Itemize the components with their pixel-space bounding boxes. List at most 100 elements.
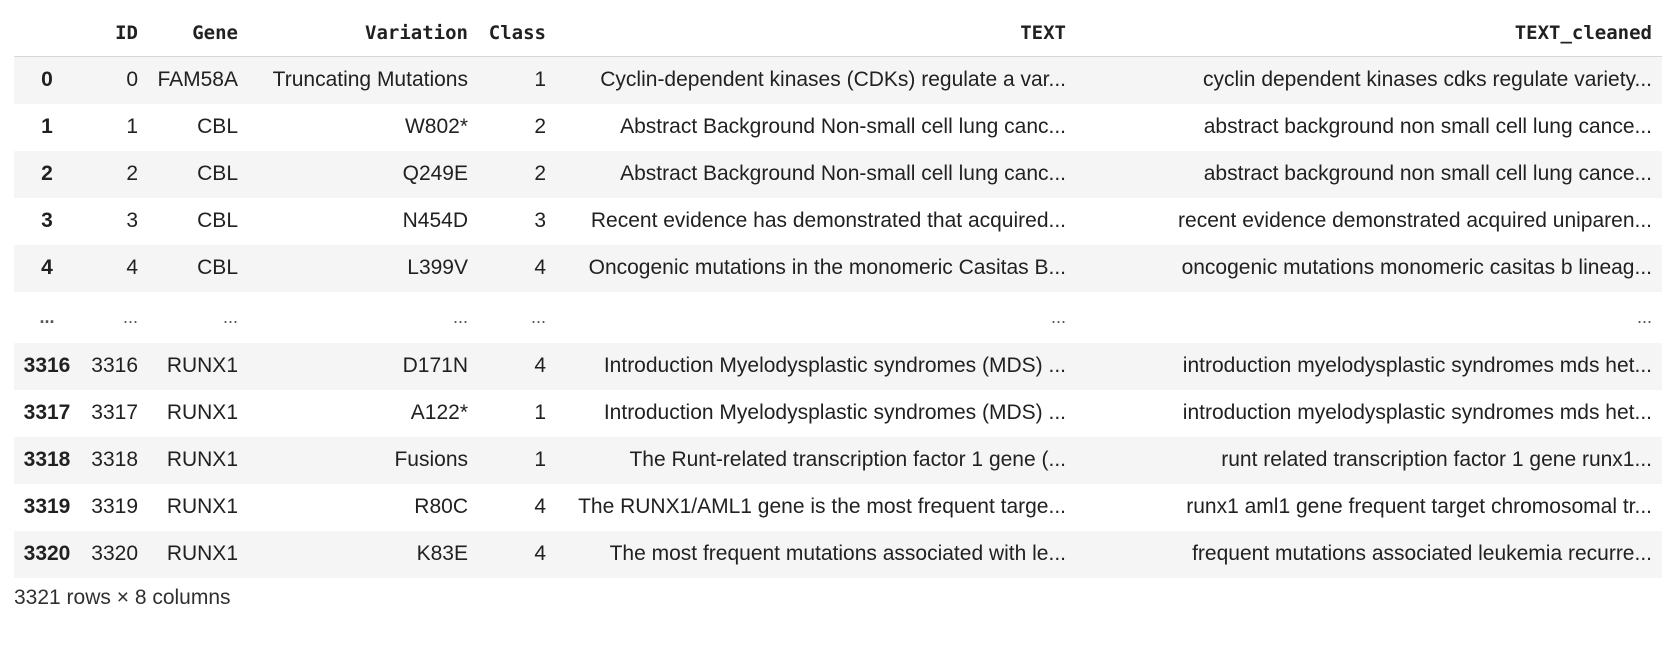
cell-text-cleaned: abstract background non small cell lung … (1203, 115, 1652, 138)
cell-id: 0 (126, 68, 138, 92)
cell-text-cleaned: introduction myelodysplastic syndromes m… (1182, 401, 1652, 424)
cell-variation: Truncating Mutations (272, 68, 468, 92)
cell-id: 3 (126, 209, 138, 232)
cell-text-cleaned: cyclin dependent kinases cdks regulate v… (1202, 68, 1652, 92)
table-row: ..................... (14, 292, 1662, 343)
cell-gene: FAM58A (157, 68, 238, 92)
cell-gene: RUNX1 (166, 495, 238, 518)
cell-text: The RUNX1/AML1 gene is the most frequent… (578, 495, 1066, 518)
cell-variation: L399V (407, 256, 468, 279)
row-index: 3320 (23, 542, 71, 565)
column-header-gene: Gene (148, 10, 248, 57)
cell-variation: K83E (416, 542, 468, 565)
cell-variation: ... (452, 306, 468, 327)
cell-class: 4 (534, 354, 546, 377)
cell-text: Recent evidence has demonstrated that ac… (590, 209, 1066, 232)
cell-gene: RUNX1 (166, 401, 238, 424)
cell-class: 4 (534, 542, 546, 565)
column-header-index (14, 10, 80, 57)
cell-gene: CBL (197, 256, 238, 279)
cell-text: The most frequent mutations associated w… (609, 542, 1066, 565)
cell-gene: CBL (197, 115, 238, 138)
row-index: 0 (41, 68, 53, 92)
column-header-text-cleaned: TEXT_cleaned (1076, 10, 1662, 57)
row-index: 3318 (23, 448, 71, 471)
cell-id: 3320 (91, 542, 138, 565)
cell-id: 3316 (91, 354, 138, 377)
cell-gene: RUNX1 (166, 542, 238, 565)
cell-text-cleaned: runx1 aml1 gene frequent target chromoso… (1186, 495, 1652, 518)
cell-class: ... (530, 306, 546, 327)
cell-text-cleaned: oncogenic mutations monomeric casitas b … (1181, 256, 1652, 279)
cell-variation: A122* (410, 401, 468, 424)
column-header-variation: Variation (248, 10, 478, 57)
row-index: 1 (41, 115, 53, 138)
cell-variation: Q249E (402, 162, 468, 185)
table-row: 3 3 CBL N454D 3 Recent evidence has demonstra… (14, 198, 1662, 245)
cell-class: 1 (534, 448, 546, 471)
table-summary: 3321 rows × 8 columns (14, 586, 231, 609)
table-row: 3318 3318 RUNX1 Fusions 1 The Runt-related tr… (14, 436, 1662, 484)
row-index: 4 (41, 256, 53, 279)
cell-text-cleaned: ... (1636, 306, 1652, 327)
table-row: 0 0 FAM58A Truncating Mutations 1 Cyclin-depe… (14, 56, 1662, 104)
cell-id: 3317 (91, 401, 138, 424)
table-row: 4 4 CBL L399V 4 Oncogenic mutations in the mo… (14, 244, 1662, 292)
cell-id: ... (122, 306, 138, 327)
cell-text: Abstract Background Non-small cell lung … (620, 115, 1066, 138)
table-row: 3319 3319 RUNX1 R80C 4 The RUNX1/AML1 gene is… (14, 484, 1662, 531)
cell-class: 2 (534, 115, 546, 138)
cell-gene: CBL (197, 162, 238, 185)
cell-variation: W802* (404, 115, 468, 138)
cell-class: 1 (534, 68, 546, 92)
row-index: 2 (41, 162, 53, 185)
column-header-class: Class (478, 10, 556, 57)
cell-text: Abstract Background Non-small cell lung … (620, 162, 1066, 185)
cell-variation: R80C (414, 495, 468, 518)
table-row: 2 2 CBL Q249E 2 Abstract Background Non-small… (14, 150, 1662, 198)
cell-text: The Runt-related transcription factor 1 … (629, 448, 1066, 471)
cell-gene: CBL (197, 209, 238, 232)
cell-id: 1 (126, 115, 138, 138)
row-index: 3319 (23, 495, 71, 518)
cell-class: 2 (534, 162, 546, 185)
row-index: ... (39, 306, 55, 327)
cell-id: 3319 (91, 495, 138, 518)
header-row: ID Gene Variation Class TEXT TEXT_cleaned (14, 10, 1662, 57)
cell-class: 1 (534, 401, 546, 424)
row-index: 3 (41, 209, 53, 232)
cell-text-cleaned: introduction myelodysplastic syndromes m… (1182, 354, 1652, 377)
cell-id: 4 (126, 256, 138, 279)
cell-text-cleaned: recent evidence demonstrated acquired un… (1178, 209, 1652, 232)
cell-variation: D171N (402, 354, 468, 377)
cell-text: Cyclin-dependent kinases (CDKs) regulate… (600, 68, 1066, 92)
table-row: 3320 3320 RUNX1 K83E 4 The most frequent muta… (14, 530, 1662, 578)
table-row: 3317 3317 RUNX1 A122* 1 Introduction Myelodys… (14, 390, 1662, 437)
cell-text: Introduction Myelodysplastic syndromes (… (603, 401, 1066, 424)
cell-class: 4 (534, 495, 546, 518)
cell-gene: RUNX1 (166, 354, 238, 377)
row-index: 3317 (23, 401, 71, 424)
row-index: 3316 (23, 354, 71, 377)
cell-variation: N454D (402, 209, 468, 232)
table-body: 0 0 FAM58A Truncating Mutations 1 Cyclin-depe… (14, 56, 1662, 578)
cell-text-cleaned: frequent mutations associated leukemia r… (1192, 542, 1652, 565)
cell-text-cleaned: runt related transcription factor 1 gene… (1221, 448, 1652, 471)
cell-text: ... (1050, 306, 1066, 327)
table-row: 3316 3316 RUNX1 D171N 4 Introduction Myelodys… (14, 342, 1662, 390)
cell-text-cleaned: abstract background non small cell lung … (1203, 162, 1652, 185)
cell-id: 2 (126, 162, 138, 185)
cell-text: Oncogenic mutations in the monomeric Cas… (588, 256, 1066, 279)
cell-class: 3 (534, 209, 546, 232)
cell-class: 4 (534, 256, 546, 279)
table-row: 1 1 CBL W802* 2 Abstract Background Non-small… (14, 104, 1662, 151)
cell-id: 3318 (91, 448, 138, 471)
cell-variation: Fusions (394, 448, 468, 471)
column-header-text: TEXT (556, 10, 1076, 57)
cell-gene: ... (222, 306, 238, 327)
column-header-id: ID (80, 10, 148, 57)
cell-text: Introduction Myelodysplastic syndromes (… (603, 354, 1066, 377)
cell-gene: RUNX1 (166, 448, 238, 471)
